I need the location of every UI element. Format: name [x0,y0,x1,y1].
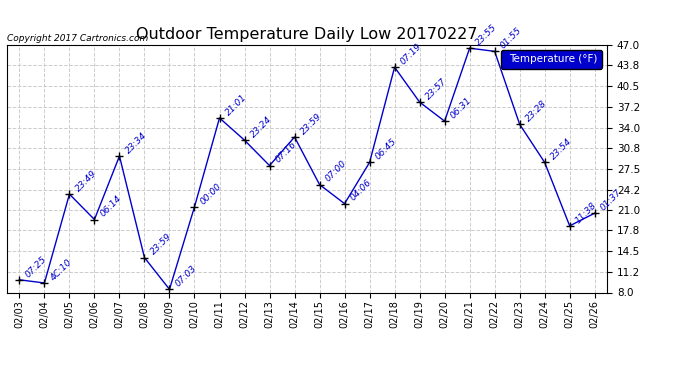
Text: 07:00: 07:00 [324,159,348,184]
Text: 07:25: 07:25 [23,254,48,279]
Text: 23:55: 23:55 [474,22,499,47]
Text: 04:06: 04:06 [348,178,373,203]
Text: 06:45: 06:45 [374,137,399,162]
Text: 11:38: 11:38 [574,200,599,225]
Text: 23:24: 23:24 [248,115,273,140]
Text: 01:37: 01:37 [599,188,624,212]
Text: 23:49: 23:49 [74,169,99,194]
Text: 23:57: 23:57 [424,76,448,101]
Legend: Temperature (°F): Temperature (°F) [501,50,602,69]
Text: 23:59: 23:59 [299,111,324,136]
Title: Outdoor Temperature Daily Low 20170227: Outdoor Temperature Daily Low 20170227 [137,27,477,42]
Text: 23:54: 23:54 [549,137,573,162]
Text: 4C:10: 4C:10 [48,257,74,282]
Text: Copyright 2017 Cartronics.com: Copyright 2017 Cartronics.com [7,34,148,43]
Text: 00:00: 00:00 [199,181,224,206]
Text: 06:14: 06:14 [99,194,124,219]
Text: 07:19: 07:19 [399,42,424,66]
Text: 07:16: 07:16 [274,140,299,165]
Text: 23:59: 23:59 [148,232,173,257]
Text: 21:01: 21:01 [224,93,248,117]
Text: 06:31: 06:31 [448,96,473,120]
Text: 01:55: 01:55 [499,26,524,51]
Text: 07:03: 07:03 [174,264,199,288]
Text: 23:28: 23:28 [524,99,549,123]
Text: 23:34: 23:34 [124,130,148,155]
